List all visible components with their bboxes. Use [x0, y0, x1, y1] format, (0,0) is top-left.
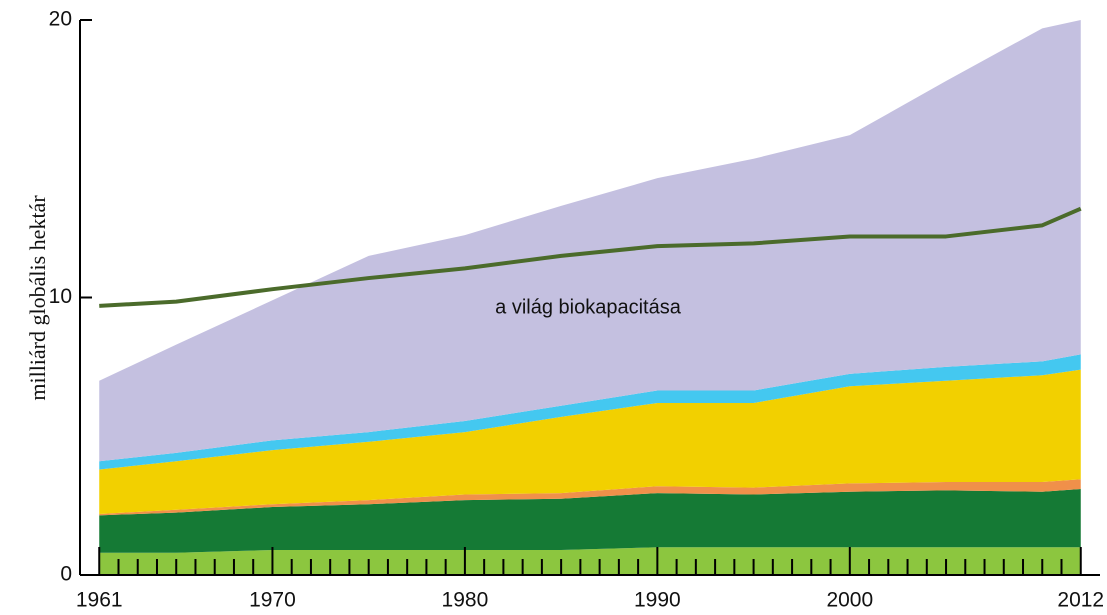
- biocapacity-line: [99, 206, 1082, 308]
- x-tick-label: 1990: [634, 589, 681, 612]
- y-tick-label: 20: [49, 8, 72, 31]
- y-tick-label: 0: [60, 563, 72, 586]
- area: [99, 479, 1081, 516]
- area: [99, 20, 1081, 462]
- area: [99, 547, 1081, 575]
- y-tick-label: 10: [49, 285, 72, 308]
- x-tick-label: 2000: [826, 589, 873, 612]
- x-tick-label: 1980: [442, 589, 489, 612]
- x-tick-label: 1961: [76, 589, 123, 612]
- area: [99, 354, 1081, 470]
- y-axis-label: milliárd globális hektár: [25, 195, 50, 401]
- x-tick-label: 2012: [1057, 589, 1104, 612]
- x-tick-label: 1970: [249, 589, 296, 612]
- area: [99, 369, 1081, 514]
- annotation: a világ biokapacitása: [495, 296, 682, 318]
